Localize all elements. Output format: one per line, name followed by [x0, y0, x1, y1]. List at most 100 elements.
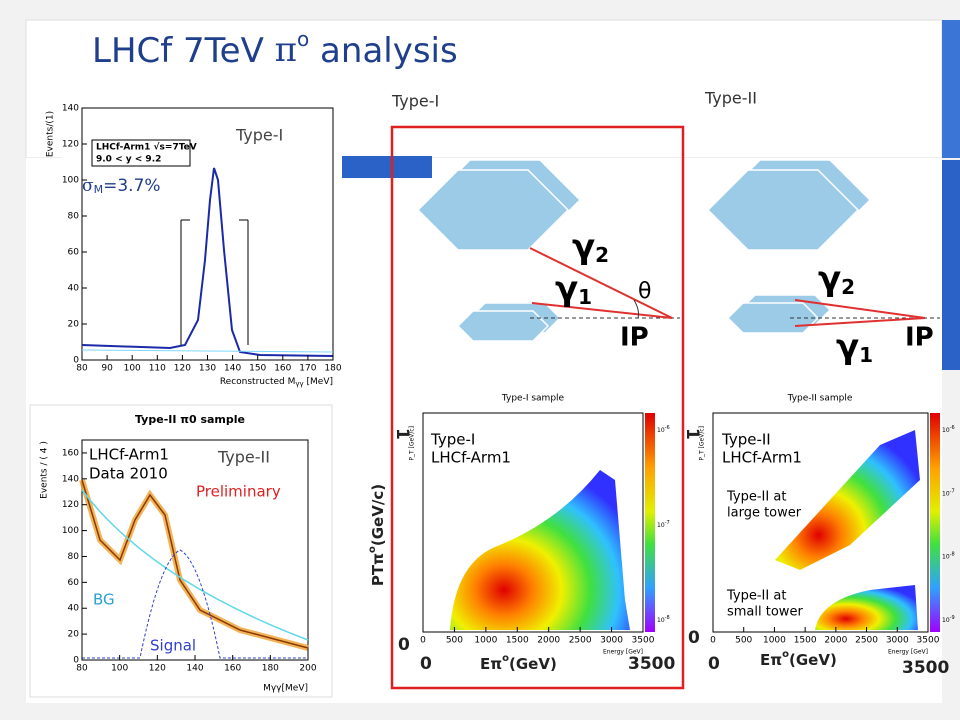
legend-text: LHCf-Arm1 — [722, 449, 802, 467]
x-tick-label: 130 — [199, 364, 216, 374]
colorbar — [930, 413, 940, 632]
x-tick-label: 140 — [224, 364, 241, 374]
plot-type2-mass: Type-II π0 sample LHCf-Arm1 Data 2010 Pr… — [29, 404, 333, 698]
x-axis-label: Energy [GeV] — [603, 649, 643, 656]
annotation: Type-II at — [726, 490, 786, 505]
x-tick-label: 3000 — [600, 636, 623, 646]
label: Type-II — [704, 89, 757, 108]
colorbar-exp: -6 — [950, 425, 955, 431]
y-axis-label: P_T [GeV/c] — [699, 426, 706, 461]
colorbar-label: 10-6 — [657, 425, 670, 434]
plot-title: Type-II sample — [787, 394, 853, 404]
y-tick-label: 120 — [62, 140, 79, 150]
y-tick-label: 40 — [68, 284, 80, 294]
x-axis-label: Energy [GeV] — [888, 649, 928, 656]
x-axis-label: Mγγ[MeV] — [263, 684, 308, 694]
colorbar-exp: -6 — [665, 425, 670, 431]
x-tick-label: 1000 — [474, 636, 497, 646]
plot-title: Type-II π0 sample — [135, 413, 245, 426]
colorbar-exp: -7 — [665, 520, 670, 526]
overlay-label: Eπo(GeV) — [760, 649, 837, 669]
y-axis-label: P_T [GeV/c] — [409, 426, 416, 461]
legend-text: LHCf-Arm1 — [431, 449, 511, 467]
colorbar-base: 10 — [942, 617, 950, 624]
x-tick-label: 90 — [101, 364, 113, 374]
legend-text: LHCf-Arm1 √s=7TeV — [96, 142, 197, 153]
x-tick-label: 100 — [111, 664, 128, 674]
fit-curve — [81, 167, 334, 357]
x-tick-label: 0 — [420, 636, 426, 646]
y-tick-label: 80 — [68, 212, 80, 222]
legend-text: 9.0 < y < 9.2 — [96, 155, 161, 165]
legend-text: LHCf-Arm1 — [89, 446, 169, 464]
photon-label: γ2 — [818, 259, 855, 299]
overlay-label: 3500 — [628, 654, 675, 674]
label: Type-I — [391, 92, 439, 111]
x-tick-label: 140 — [186, 664, 203, 674]
accent-bar — [942, 20, 960, 158]
photon-label: γ2 — [572, 227, 609, 267]
label: Type-I — [235, 126, 283, 145]
colorbar-base: 10 — [942, 490, 950, 497]
x-tick-label: 2000 — [824, 636, 847, 646]
overlay-label: 1 — [392, 428, 412, 440]
legend-text: Type-I — [430, 431, 475, 449]
annotation: Type-II at — [726, 589, 786, 604]
overlay-label: 3500 — [902, 658, 949, 678]
angle-label: θ — [638, 279, 651, 304]
colorbar-exp: -8 — [665, 615, 670, 621]
x-tick-label: 160 — [274, 364, 291, 374]
density-map — [815, 585, 918, 630]
x-tick-label: 200 — [299, 664, 316, 674]
colorbar-exp: -8 — [950, 551, 955, 557]
accent-bar — [322, 156, 432, 178]
legend-text: Data 2010 — [89, 465, 168, 483]
density-map — [775, 430, 920, 570]
y-tick-label: 100 — [62, 526, 79, 536]
colorbar — [645, 413, 655, 632]
colorbar-exp: -9 — [950, 615, 955, 621]
overlay-label: 1 — [682, 428, 702, 440]
x-tick-label: 160 — [224, 664, 241, 674]
x-tick-label: 3000 — [886, 636, 909, 646]
photon-path — [794, 317, 926, 327]
x-tick-label: 80 — [76, 664, 88, 674]
colorbar-base: 10 — [657, 522, 665, 529]
x-tick-label: 150 — [249, 364, 266, 374]
x-tick-label: 2500 — [569, 636, 592, 646]
x-tick-label: 180 — [324, 364, 341, 374]
plot-type1-mass: LHCf-Arm1 √s=7TeV 9.0 < y < 9.2 Events/(… — [46, 100, 342, 388]
colorbar-base: 10 — [657, 427, 665, 434]
colorbar-label: 10-9 — [942, 615, 955, 624]
y-tick-label: 0 — [73, 656, 79, 666]
x-tick-label: 180 — [262, 664, 279, 674]
annotation: BG — [93, 591, 115, 609]
overlay-label: 0 — [688, 628, 700, 648]
angle-arc — [633, 299, 639, 319]
colorbar-label: 10-7 — [657, 520, 670, 529]
y-axis-label: Events / ( 4 ) — [40, 441, 50, 499]
colorbar-label: 10-7 — [942, 488, 955, 497]
overlay-label: Eπo(GeV) — [480, 653, 557, 673]
x-tick-label: 110 — [149, 364, 166, 374]
plot-title: Type-I sample — [501, 394, 565, 404]
ip-label: IP — [905, 323, 934, 353]
x-tick-label: 80 — [76, 364, 88, 374]
photon-label: γ1 — [836, 327, 873, 367]
density-map — [450, 470, 630, 630]
overlay-label: 0 — [420, 654, 432, 674]
x-tick-label: 500 — [446, 636, 463, 646]
photon-label: γ1 — [555, 269, 592, 309]
x-tick-label: 100 — [124, 364, 141, 374]
y-tick-label: 20 — [68, 320, 80, 330]
overlay-label: 0 — [398, 635, 410, 655]
colorbar-base: 10 — [657, 617, 665, 624]
x-tick-label: 2000 — [537, 636, 560, 646]
x-tick-label: 1000 — [763, 636, 786, 646]
overlay-label: 0 — [708, 654, 720, 674]
scatter-type1: Type-I sample Type-I LHCf-Arm1 Energy [G… — [409, 394, 670, 656]
diagram-type2: γ2 γ1 IP — [706, 159, 940, 367]
y-tick-label: 60 — [68, 248, 80, 258]
colorbar-base: 10 — [942, 427, 950, 434]
